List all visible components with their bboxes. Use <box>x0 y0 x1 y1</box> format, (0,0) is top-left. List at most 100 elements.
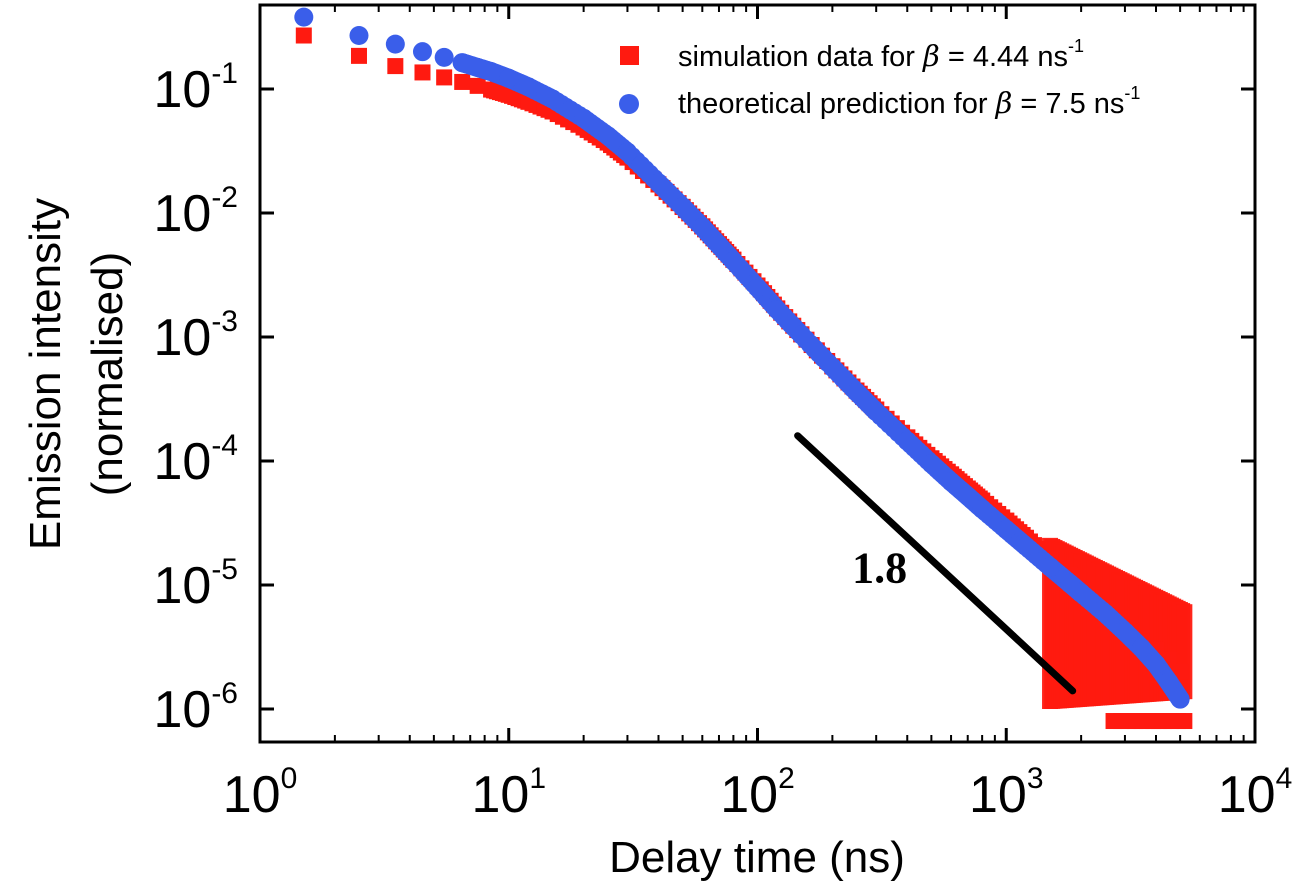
x-tick-label: 104 <box>1218 762 1293 824</box>
legend-theory-suffix: = 7.5 ns <box>1012 88 1124 120</box>
y-axis-title-line2: (normalised) <box>83 252 132 497</box>
x-tick-label: 102 <box>720 762 795 824</box>
theory-point <box>748 278 767 298</box>
theory-point <box>866 402 886 422</box>
theory-point <box>598 126 618 146</box>
simulation-point <box>436 69 453 86</box>
theory-point <box>1146 654 1166 674</box>
theory-point <box>692 217 712 237</box>
y-tick-base: 10 <box>153 61 211 119</box>
theory-point <box>412 42 432 62</box>
legend-simulation-beta: β <box>922 39 940 73</box>
y-axis-title-line1: Emission intensity <box>21 198 70 550</box>
theory-point <box>452 53 472 73</box>
simulation-point <box>414 64 431 81</box>
y-tick-base: 10 <box>153 309 211 367</box>
simulation-point <box>454 73 471 90</box>
y-tick-label: 10-3 <box>153 305 238 367</box>
theory-point <box>972 499 992 519</box>
x-tick-exp: 2 <box>778 762 795 795</box>
x-tick-exp: 0 <box>281 762 298 795</box>
simulation-point <box>1172 663 1189 680</box>
simulation-point <box>1176 713 1193 730</box>
theory-point <box>1159 672 1179 692</box>
theory-point <box>1115 622 1135 642</box>
x-tick-label: 100 <box>223 762 298 824</box>
theory-point <box>673 197 693 217</box>
x-tick-base: 10 <box>223 766 281 824</box>
theoretical-prediction-series <box>294 7 1190 709</box>
x-axis-title: Delay time (ns) <box>609 833 905 882</box>
y-tick-exp: -2 <box>211 181 238 214</box>
theory-point <box>1132 638 1152 658</box>
legend-simulation-exp: -1 <box>1068 36 1084 56</box>
x-tick-base: 10 <box>720 766 778 824</box>
y-tick-exp: -1 <box>211 57 238 90</box>
y-tick-label: 10-5 <box>153 553 238 615</box>
x-tick-exp: 1 <box>529 762 546 795</box>
theory-point <box>897 431 917 451</box>
theory-point <box>1071 583 1091 603</box>
theory-point <box>767 300 787 320</box>
x-tick-label: 101 <box>471 762 546 824</box>
legend-marker-circle <box>619 94 639 114</box>
y-tick-label: 10-6 <box>153 677 238 739</box>
theory-point <box>349 26 369 46</box>
theory-point <box>791 325 811 345</box>
theory-point <box>481 62 501 82</box>
legend-simulation-suffix: = 4.44 ns <box>940 41 1068 73</box>
theory-point <box>294 7 314 27</box>
axis-ticks <box>258 5 1257 742</box>
y-tick-label: 10-2 <box>153 181 238 243</box>
legend-label-simulation: simulation data for β = 4.44 ns-1 <box>678 36 1084 73</box>
x-tick-label: 103 <box>969 762 1044 824</box>
legend-theory-exp: -1 <box>1124 83 1140 103</box>
y-tick-exp: -4 <box>211 429 238 462</box>
legend-simulation-prefix: simulation data for <box>678 41 923 73</box>
theory-point <box>996 520 1016 540</box>
y-tick-exp: -6 <box>211 677 238 710</box>
simulation-point <box>469 77 486 94</box>
x-tick-base: 10 <box>969 766 1027 824</box>
simulation-point <box>483 81 500 98</box>
legend: simulation data for β = 4.44 ns-1 theore… <box>619 36 1140 120</box>
legend-theory-prefix: theoretical prediction for <box>678 88 996 120</box>
y-tick-base: 10 <box>153 557 211 615</box>
theory-point <box>499 68 519 88</box>
theory-point <box>822 357 842 377</box>
theory-point <box>958 486 978 506</box>
legend-theory-beta: β <box>995 86 1013 120</box>
y-tick-label: 10-4 <box>153 429 238 491</box>
y-tick-exp: -3 <box>211 305 238 338</box>
theory-point <box>518 77 538 97</box>
x-tick-base: 10 <box>1218 766 1276 824</box>
theory-point <box>941 472 961 492</box>
theory-point <box>723 251 743 271</box>
simulation-point <box>500 86 517 103</box>
legend-marker-square <box>620 46 639 65</box>
theory-point <box>434 47 454 67</box>
y-tick-base: 10 <box>153 185 211 243</box>
theory-point <box>385 34 405 54</box>
theory-point <box>1040 557 1060 577</box>
theory-point <box>921 454 941 474</box>
simulation-point <box>295 27 312 44</box>
x-tick-base: 10 <box>471 766 529 824</box>
theory-point <box>709 235 729 255</box>
theory-point <box>1016 536 1036 556</box>
simulation-point <box>350 47 367 64</box>
theory-point <box>543 89 563 109</box>
theory-point <box>649 173 669 193</box>
theory-point <box>1095 603 1115 623</box>
x-tick-exp: 3 <box>1027 762 1044 795</box>
theory-point <box>617 142 637 162</box>
y-tick-base: 10 <box>153 433 211 491</box>
slope-guide-line <box>794 432 1077 695</box>
x-tick-exp: 4 <box>1276 762 1293 795</box>
legend-label-theory: theoretical prediction for β = 7.5 ns-1 <box>678 83 1140 120</box>
y-tick-base: 10 <box>153 681 211 739</box>
simulation-point <box>387 58 404 75</box>
y-tick-label: 10-1 <box>153 57 238 119</box>
